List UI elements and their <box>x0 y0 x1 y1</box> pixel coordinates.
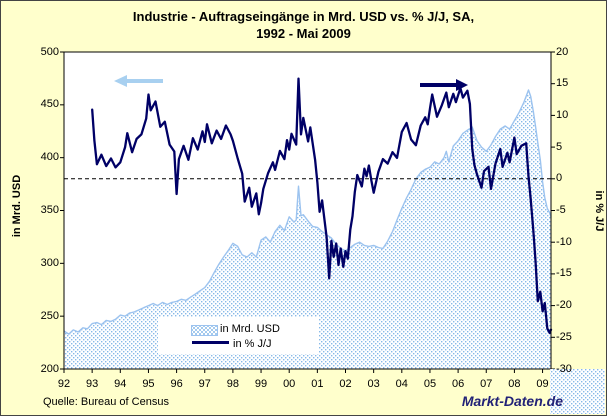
right-axis-tick-label: -15 <box>556 267 572 280</box>
x-axis-tick-label: 93 <box>86 378 99 390</box>
right-axis-tick-label: 20 <box>556 45 569 58</box>
corner-pattern-block <box>550 369 605 414</box>
x-axis-tick-label: 96 <box>170 378 183 390</box>
right-axis-tick-label: -10 <box>556 235 572 248</box>
right-axis-tick-label: 10 <box>556 108 569 121</box>
x-axis-tick-label: 02 <box>339 378 352 390</box>
left-arrow-icon <box>114 75 127 87</box>
right-axis-tick-label: -25 <box>556 330 572 343</box>
watermark: Markt-Daten.de <box>461 393 563 409</box>
left-axis-tick-label: 250 <box>40 309 59 322</box>
right-arrow-icon <box>456 79 468 91</box>
x-axis-tick-label: 01 <box>311 378 324 390</box>
area-series-mrd-usd <box>64 90 551 369</box>
chart-title-line1: Industrie - Auftragseingänge in Mrd. USD… <box>132 9 475 24</box>
left-axis-tick-label: 350 <box>40 204 59 216</box>
legend-area-swatch-icon <box>191 325 218 336</box>
source-note: Quelle: Bureau of Census <box>43 396 169 408</box>
x-axis-tick-label: 04 <box>395 378 408 390</box>
x-axis-tick-label: 97 <box>198 378 211 390</box>
x-axis-tick-label: 94 <box>114 378 127 390</box>
line-series-pct-jj <box>91 77 553 335</box>
left-axis-tick-label: 300 <box>40 256 59 269</box>
left-axis-tick-label: 450 <box>40 98 59 111</box>
x-axis-tick-label: 95 <box>142 378 155 390</box>
right-axis-tick-label: -20 <box>556 299 572 312</box>
chart-title-line2: 1992 - Mai 2009 <box>256 26 351 41</box>
x-axis-tick-label: 08 <box>508 378 521 390</box>
x-axis-tick-label: 00 <box>283 378 296 390</box>
x-axis-tick-label: 03 <box>367 378 380 390</box>
legend-box: in Mrd. USD in % J/J <box>158 317 319 354</box>
left-axis-tick-label: 500 <box>40 45 59 58</box>
x-axis-tick-label: 07 <box>480 378 493 390</box>
right-axis-tick-label: -30 <box>556 362 572 375</box>
legend-line-swatch-icon <box>192 341 229 344</box>
x-axis-tick-label: 92 <box>57 378 71 390</box>
legend-label-line: in % J/J <box>233 338 272 350</box>
left-axis-tick-label: 400 <box>40 151 59 164</box>
x-axis-tick-label: 99 <box>254 378 268 390</box>
left-axis-tick-label: 200 <box>40 362 59 375</box>
legend-label-area: in Mrd. USD <box>220 323 280 335</box>
right-axis-tick-label: -5 <box>556 204 566 216</box>
left-axis-title: in Mrd. USD <box>11 174 23 238</box>
right-axis-tick-label: 0 <box>556 172 563 185</box>
x-axis-tick-label: 05 <box>423 378 437 390</box>
right-axis-title: in % J/J <box>593 190 605 232</box>
x-axis-tick-label: 06 <box>451 378 465 390</box>
x-axis-tick-label: 98 <box>226 378 240 390</box>
right-axis-tick-label: 5 <box>556 140 563 153</box>
right-axis-tick-label: 15 <box>556 77 569 90</box>
x-axis-tick-label: 09 <box>536 378 549 390</box>
